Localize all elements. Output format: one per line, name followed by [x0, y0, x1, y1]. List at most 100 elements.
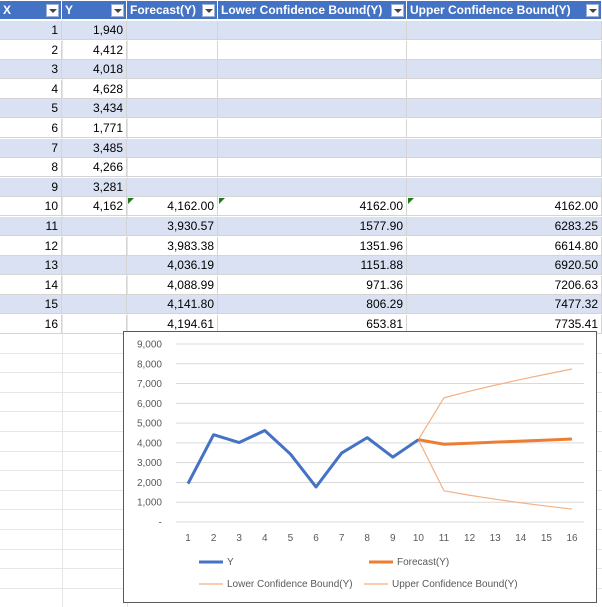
table-cell[interactable]: 3,485: [62, 138, 127, 158]
table-cell[interactable]: [407, 60, 602, 80]
filter-dropdown-icon[interactable]: [46, 4, 59, 17]
table-cell[interactable]: [127, 138, 218, 158]
table-cell[interactable]: 9: [0, 177, 62, 197]
table-cell[interactable]: [127, 60, 218, 80]
table-cell[interactable]: 10: [0, 197, 62, 217]
table-cell[interactable]: 6: [0, 119, 62, 138]
table-cell[interactable]: [218, 21, 407, 40]
table-cell[interactable]: 4,412: [62, 40, 127, 60]
table-cell[interactable]: 13: [0, 256, 62, 276]
table-cell[interactable]: 16: [0, 315, 62, 334]
table-cell[interactable]: 1577.90: [218, 217, 407, 236]
table-cell[interactable]: 4162.00: [407, 197, 602, 217]
column-header[interactable]: Y: [62, 1, 127, 20]
table-cell[interactable]: [218, 119, 407, 138]
table-cell[interactable]: [407, 119, 602, 138]
column-header[interactable]: X: [0, 1, 62, 20]
table-cell[interactable]: [127, 119, 218, 138]
table-cell[interactable]: [62, 256, 127, 276]
table-cell[interactable]: [407, 99, 602, 119]
table-cell[interactable]: [407, 21, 602, 40]
table-cell[interactable]: 4,162.00: [127, 197, 218, 217]
table-cell[interactable]: [127, 177, 218, 197]
table-cell[interactable]: 6283.25: [407, 217, 602, 236]
table-cell[interactable]: [218, 40, 407, 60]
table-cell[interactable]: 1,771: [62, 119, 127, 138]
table-cell[interactable]: 3,281: [62, 177, 127, 197]
table-cell[interactable]: 1351.96: [218, 236, 407, 256]
table-cell[interactable]: [62, 295, 127, 315]
table-cell[interactable]: 4,628: [62, 79, 127, 99]
table-cell[interactable]: 3: [0, 60, 62, 80]
table-cell[interactable]: 14: [0, 275, 62, 295]
table-cell[interactable]: 4,266: [62, 158, 127, 178]
table-cell[interactable]: [218, 158, 407, 178]
table-cell[interactable]: 4,141.80: [127, 295, 218, 315]
table-cell[interactable]: 3,930.57: [127, 217, 218, 236]
table-cell[interactable]: 7: [0, 138, 62, 158]
table-cell[interactable]: 3,983.38: [127, 236, 218, 256]
table-cell[interactable]: [62, 236, 127, 256]
table-cell[interactable]: 8: [0, 158, 62, 178]
table-cell[interactable]: 6614.80: [407, 236, 602, 256]
table-cell[interactable]: 4,036.19: [127, 256, 218, 276]
x-tick-label: 4: [262, 533, 268, 544]
table-cell[interactable]: [407, 138, 602, 158]
table-cell[interactable]: 4162.00: [218, 197, 407, 217]
filter-dropdown-icon[interactable]: [586, 4, 599, 17]
table-row: 14 4,088.99 971.36 7206.63: [0, 275, 602, 295]
table-cell[interactable]: [127, 21, 218, 40]
table-cell[interactable]: [218, 60, 407, 80]
table-row: 2 4,412: [0, 40, 602, 60]
table-cell[interactable]: 971.36: [218, 275, 407, 295]
table-cell[interactable]: 4,018: [62, 60, 127, 80]
y-tick-label: 4,000: [137, 438, 162, 449]
column-header-label: Forecast(Y): [130, 3, 197, 17]
x-tick-label: 12: [464, 533, 476, 544]
table-cell[interactable]: 7206.63: [407, 275, 602, 295]
table-cell[interactable]: [218, 79, 407, 99]
table-cell[interactable]: 4,162: [62, 197, 127, 217]
x-tick-label: 7: [339, 533, 345, 544]
table-cell[interactable]: 12: [0, 236, 62, 256]
legend-label: Upper Confidence Bound(Y): [392, 579, 518, 590]
filter-dropdown-icon[interactable]: [391, 4, 404, 17]
series-line-2: [418, 437, 573, 446]
table-cell[interactable]: [218, 99, 407, 119]
table-cell[interactable]: [218, 177, 407, 197]
column-header[interactable]: Lower Confidence Bound(Y): [218, 1, 407, 20]
table-cell[interactable]: [407, 79, 602, 99]
forecast-chart[interactable]: - 1,000 2,000 3,000 4,000 5,000 6,000 7,000 8,00…: [123, 331, 597, 603]
table-cell[interactable]: 4: [0, 79, 62, 99]
table-cell[interactable]: [407, 40, 602, 60]
table-cell[interactable]: 2: [0, 40, 62, 60]
table-cell[interactable]: [127, 99, 218, 119]
table-cell[interactable]: 1151.88: [218, 256, 407, 276]
table-cell[interactable]: 7477.32: [407, 295, 602, 315]
table-cell[interactable]: [62, 275, 127, 295]
table-cell[interactable]: 806.29: [218, 295, 407, 315]
table-cell[interactable]: 1,940: [62, 21, 127, 40]
filter-dropdown-icon[interactable]: [202, 4, 215, 17]
table-cell[interactable]: [127, 40, 218, 60]
table-cell[interactable]: [127, 79, 218, 99]
table-cell[interactable]: [127, 158, 218, 178]
table-cell[interactable]: 11: [0, 217, 62, 236]
table-cell[interactable]: [62, 217, 127, 236]
table-cell[interactable]: 6920.50: [407, 256, 602, 276]
x-tick-label: 1: [185, 533, 191, 544]
column-header[interactable]: Upper Confidence Bound(Y): [407, 1, 602, 20]
table-cell[interactable]: 5: [0, 99, 62, 119]
filter-dropdown-icon[interactable]: [111, 4, 124, 17]
table-cell[interactable]: 15: [0, 295, 62, 315]
table-cell[interactable]: [407, 158, 602, 178]
header-row: X Y Forecast(Y) Lower Confidence Bound(Y) Up…: [0, 1, 602, 20]
table-cell[interactable]: [407, 177, 602, 197]
column-header[interactable]: Forecast(Y): [127, 1, 218, 20]
table-cell[interactable]: 4,088.99: [127, 275, 218, 295]
table-cell[interactable]: [62, 315, 127, 334]
table-cell[interactable]: 1: [0, 21, 62, 40]
table-cell[interactable]: [218, 138, 407, 158]
table-cell[interactable]: 3,434: [62, 99, 127, 119]
legend-label: Forecast(Y): [397, 557, 449, 568]
